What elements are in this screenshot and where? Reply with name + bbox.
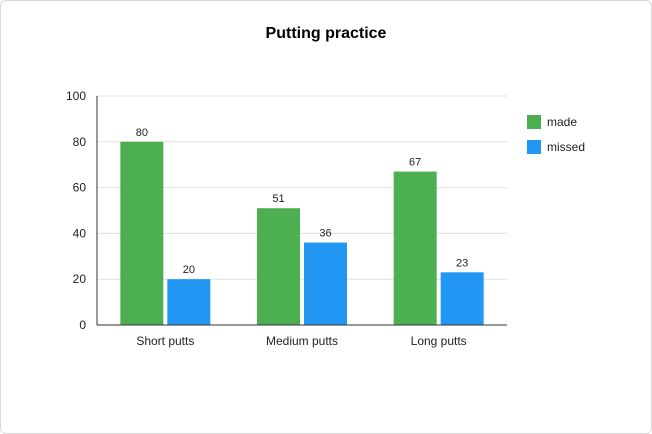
y-tick-label: 0 (79, 318, 86, 332)
data-label-made: 80 (136, 127, 148, 139)
data-label-made: 51 (272, 193, 284, 205)
legend-label-missed: missed (547, 140, 585, 154)
bar-missed (440, 272, 484, 325)
bar-made (257, 208, 300, 325)
data-label-missed: 20 (183, 264, 195, 276)
y-tick-label: 80 (73, 135, 87, 149)
data-label-made: 67 (409, 157, 421, 169)
x-tick-label: Long putts (411, 334, 467, 348)
legend-swatch-made (527, 115, 541, 129)
y-tick-label: 20 (73, 272, 87, 286)
chart-title: Putting practice (265, 25, 387, 42)
bar-made (120, 141, 164, 325)
y-tick-label: 60 (73, 181, 87, 195)
legend-label-made: made (547, 115, 577, 129)
bar-missed (304, 242, 347, 325)
data-label-missed: 23 (456, 257, 468, 269)
bar-missed (167, 279, 211, 325)
bar-made (393, 171, 437, 325)
x-tick-label: Medium putts (266, 334, 338, 348)
legend-swatch-missed (527, 140, 541, 154)
x-tick-label: Short putts (136, 334, 194, 348)
y-tick-label: 40 (73, 226, 87, 240)
y-tick-label: 100 (66, 89, 86, 103)
data-label-missed: 36 (319, 228, 331, 240)
